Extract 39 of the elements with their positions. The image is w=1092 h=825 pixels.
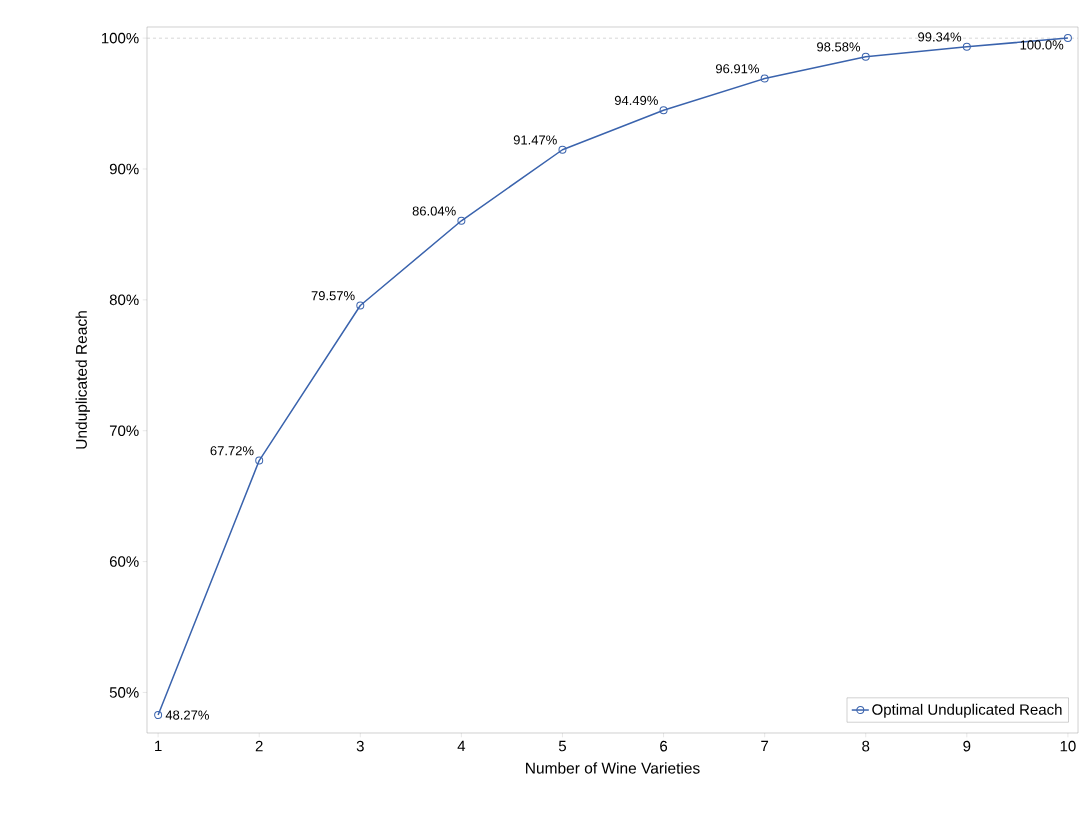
x-tick-label: 2 [255, 740, 263, 752]
point [356, 301, 365, 310]
y-tick-label: 80% [109, 294, 139, 306]
legend-label: Optimal Unduplicated Reach [872, 703, 1062, 718]
point [861, 52, 870, 61]
y-tick-label: 60% [109, 556, 139, 567]
data-label: 100.0% [1020, 40, 1064, 50]
point [255, 456, 264, 465]
point [558, 145, 567, 154]
point [1063, 34, 1072, 43]
x-tick-label: 3 [356, 740, 364, 752]
data-label: 91.47% [513, 135, 557, 145]
y-tick-label: 100% [101, 32, 139, 44]
data-label: 86.04% [412, 206, 456, 216]
y-tick-label: 90% [109, 163, 139, 175]
x-tick-label: 9 [963, 740, 971, 752]
point [154, 711, 163, 720]
data-label: 94.49% [614, 95, 658, 106]
x-tick-label: 4 [457, 740, 466, 752]
y-tick-label: 50% [109, 687, 139, 698]
x-tick-label: 1 [155, 740, 162, 752]
data-label: 48.27% [165, 710, 209, 720]
point [659, 106, 668, 115]
point [760, 74, 769, 83]
point [457, 216, 466, 225]
x-tick-label: 10 [1060, 740, 1076, 752]
data-label: 96.91% [715, 64, 759, 74]
point [962, 42, 971, 51]
x-tick-label: 8 [862, 740, 870, 752]
y-axis-title: Unduplicated Reach [75, 311, 90, 449]
data-label: 67.72% [210, 446, 254, 456]
data-label: 99.34% [918, 32, 962, 42]
y-tick-label: 70% [109, 425, 139, 437]
x-axis-title: Number of Wine Varieties [526, 762, 700, 774]
x-tick-label: 7 [761, 740, 769, 752]
x-tick-label: 5 [558, 740, 567, 752]
data-label: 79.57% [311, 291, 355, 301]
x-tick-label: 6 [660, 740, 668, 752]
data-label: 98.58% [817, 42, 861, 52]
